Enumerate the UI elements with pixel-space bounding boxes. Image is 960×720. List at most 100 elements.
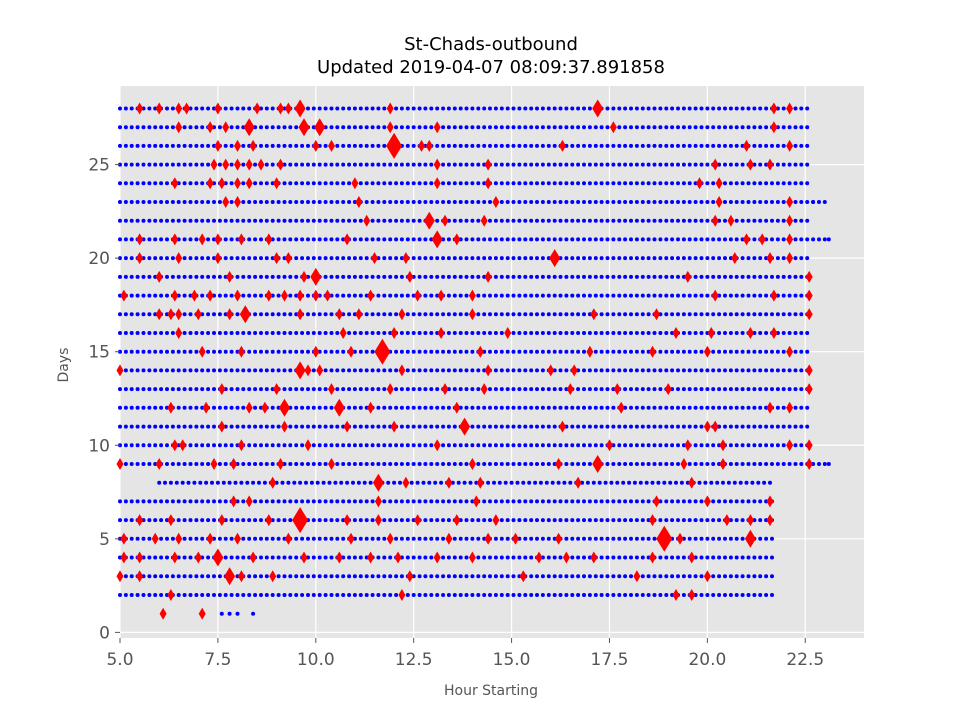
dot-point: [165, 125, 169, 130]
dot-point: [717, 237, 722, 242]
dot-point: [329, 574, 334, 579]
dot-point: [705, 462, 710, 466]
dot-point: [241, 218, 246, 223]
dot-point: [564, 274, 569, 279]
dot-point: [335, 462, 340, 466]
dot-point: [552, 125, 557, 130]
dot-point: [123, 237, 128, 242]
dot-point: [734, 462, 739, 466]
dot-point: [399, 536, 404, 541]
dot-point: [276, 143, 281, 148]
dot-point: [822, 200, 827, 204]
dot-point: [629, 349, 633, 354]
dot-point: [446, 293, 451, 298]
dot-point: [135, 443, 140, 448]
dot-point: [717, 536, 722, 541]
dot-point: [458, 499, 463, 504]
dot-point: [593, 256, 598, 261]
dot-point: [546, 162, 551, 167]
diamond-point: [198, 233, 206, 246]
dot-point: [623, 312, 628, 317]
dot-point: [370, 106, 375, 111]
dot-point: [634, 518, 639, 523]
dot-point: [517, 593, 522, 597]
dot-point: [376, 181, 381, 186]
dot-point: [394, 405, 399, 410]
dot-point: [270, 405, 275, 410]
dot-point: [200, 518, 205, 523]
dot-point: [306, 424, 310, 429]
dot-point: [311, 237, 316, 242]
dot-point: [129, 368, 134, 373]
dot-point: [705, 125, 710, 130]
dot-point: [223, 368, 228, 373]
dot-point: [358, 536, 363, 541]
dot-point: [582, 555, 586, 560]
dot-point: [253, 462, 258, 466]
dot-point: [652, 256, 657, 261]
dot-point: [411, 405, 416, 410]
dot-point: [382, 256, 387, 261]
dot-point: [153, 200, 158, 204]
dot-point: [399, 218, 404, 223]
dot-point: [429, 499, 434, 504]
dot-point: [623, 387, 628, 392]
dot-point: [728, 405, 733, 410]
dot-point: [758, 536, 763, 541]
dot-point: [264, 387, 269, 392]
dot-point: [582, 293, 586, 298]
dot-point: [658, 218, 663, 223]
dot-point: [576, 349, 581, 354]
dot-point: [382, 555, 387, 560]
dot-point: [488, 574, 492, 579]
dot-point: [147, 162, 152, 167]
dot-point: [499, 424, 504, 429]
diamond-point: [222, 158, 230, 171]
dot-point: [411, 181, 416, 186]
dot-point: [611, 518, 616, 523]
dot-point: [441, 200, 446, 204]
dot-point: [658, 462, 663, 466]
dot-point: [758, 405, 763, 410]
dot-point: [558, 181, 563, 186]
dot-point: [623, 200, 628, 204]
dot-point: [347, 312, 352, 317]
dot-point: [165, 218, 169, 223]
diamond-point: [234, 532, 241, 545]
diamond-point: [273, 383, 281, 396]
dot-point: [711, 181, 716, 186]
dot-point: [323, 143, 328, 148]
dot-point: [499, 218, 504, 223]
dot-point: [217, 162, 222, 167]
dot-point: [699, 462, 704, 466]
dot-point: [664, 293, 669, 298]
dot-point: [511, 312, 516, 317]
dot-point: [247, 462, 252, 466]
dot-point: [646, 274, 651, 279]
dot-point: [429, 349, 434, 354]
dot-point: [188, 518, 193, 523]
dot-point: [341, 200, 346, 204]
dot-point: [705, 293, 710, 298]
dot-point: [740, 368, 745, 373]
dot-point: [670, 368, 675, 373]
dot-point: [640, 405, 645, 410]
dot-point: [676, 349, 680, 354]
dot-point: [593, 237, 598, 242]
dot-point: [693, 312, 698, 317]
diamond-point: [390, 327, 398, 339]
dot-point: [329, 405, 334, 410]
dot-point: [464, 143, 469, 148]
diamond-point: [423, 211, 435, 230]
diamond-point: [390, 420, 398, 433]
dot-point: [212, 405, 216, 410]
dot-point: [492, 480, 496, 485]
dot-point: [629, 593, 633, 597]
dot-point: [582, 256, 586, 261]
dot-point: [153, 162, 158, 167]
dot-point: [640, 368, 645, 373]
dot-point: [746, 106, 751, 111]
dot-point: [347, 218, 352, 223]
dot-point: [670, 293, 675, 298]
dot-point: [576, 162, 581, 167]
